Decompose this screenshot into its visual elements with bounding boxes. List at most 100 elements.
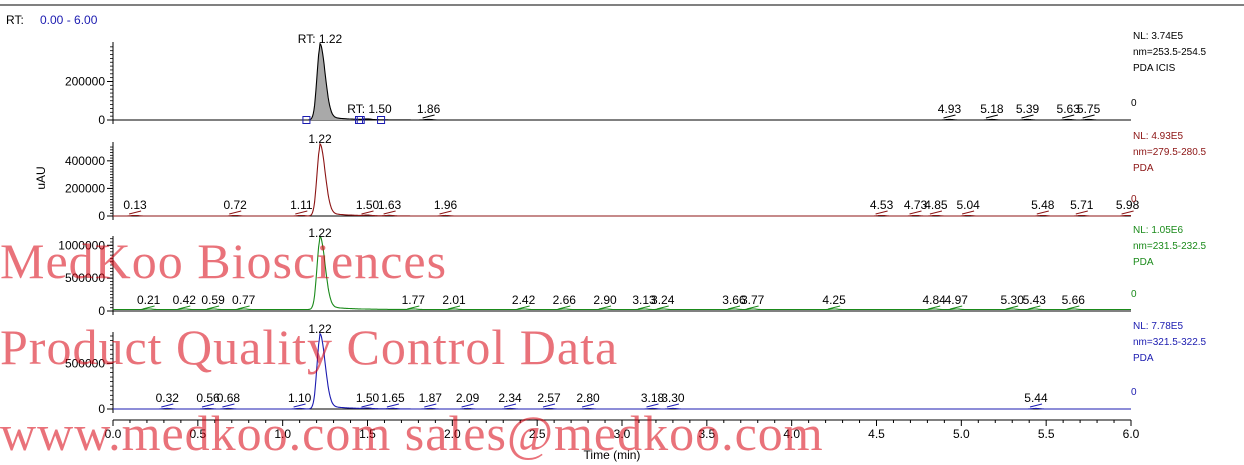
x-tick-label: 6.0 [1123, 427, 1140, 441]
peak-mark [1062, 114, 1075, 119]
peak-label: 0.21 [137, 293, 161, 307]
x-tick-label: 2.5 [529, 427, 546, 441]
peak-label: 0.77 [232, 293, 256, 307]
peak-mark [909, 210, 922, 215]
peak-mark [1036, 210, 1049, 215]
peak-mark [656, 305, 669, 310]
panel-info-line: nm=279.5-280.5 [1133, 147, 1207, 158]
peak-mark [361, 210, 374, 215]
peak-mark [383, 210, 396, 215]
peak-mark [201, 403, 215, 408]
x-axis-label: Time (min) [584, 448, 641, 462]
peak-mark [1082, 114, 1095, 119]
y-tick-label: 400000 [65, 154, 105, 168]
rt-label: RT: [6, 13, 24, 27]
main-peak-label: 1.22 [308, 132, 332, 146]
y-tick-label: 0 [98, 113, 105, 127]
peak-label: 3.77 [741, 293, 765, 307]
peak-mark [517, 305, 530, 310]
panel-zero-label: 0 [1131, 289, 1137, 300]
peak-mark [128, 210, 142, 215]
peak-label: 1.86 [417, 102, 441, 116]
y-tick-label: 0 [98, 402, 105, 416]
peak-label: 4.73 [904, 198, 928, 212]
peak-mark [1028, 305, 1041, 310]
peak-mark [666, 403, 680, 408]
panel-4: 0 500000 1.22 0.32 0.560.68 1.10 1.50 1.65 1.87 2… [65, 321, 1207, 416]
peak-mark [1075, 210, 1088, 215]
x-tick-label: 0.5 [189, 427, 206, 441]
peak-mark [1006, 305, 1019, 310]
peak-label: 4.93 [938, 102, 962, 116]
peak-label: 2.09 [456, 391, 480, 405]
peak-label: 0.59 [201, 293, 225, 307]
peak-label: 1.87 [419, 391, 443, 405]
x-tick-label: 0.0 [105, 427, 122, 441]
peak-label: 1.65 [381, 391, 405, 405]
trace-line [113, 235, 1131, 311]
panel-info-line: NL: 7.78E5 [1133, 321, 1183, 332]
peak-mark [1029, 403, 1043, 408]
peak-mark [558, 305, 571, 310]
panel-info-line: PDA ICIS [1133, 63, 1176, 74]
y-tick-label: 200000 [65, 74, 105, 88]
main-peak-fill [306, 43, 359, 121]
panel-info-line: PDA [1133, 163, 1154, 174]
y-tick-label: 500000 [65, 356, 105, 370]
y-tick-label: 500000 [65, 271, 105, 285]
peak-label: 0.42 [173, 293, 197, 307]
peak-mark [206, 305, 220, 310]
peak-label: 0.68 [217, 391, 241, 405]
peak-mark [222, 403, 235, 408]
peak-label: 1.10 [288, 391, 312, 405]
peak-mark [229, 210, 242, 215]
peak-label: 0.13 [123, 198, 147, 212]
peak-label: 2.34 [498, 391, 522, 405]
peak-label: 4.84 [923, 293, 947, 307]
peak-label: 5.98 [1116, 198, 1140, 212]
peak-label: 2.57 [537, 391, 561, 405]
peak-mark [407, 305, 420, 310]
x-tick-label: 4.5 [868, 427, 885, 441]
peak-mark [928, 305, 941, 310]
peak-mark [1067, 305, 1080, 310]
x-tick-label: 3.0 [614, 427, 631, 441]
peak-label: 5.39 [1016, 102, 1040, 116]
peak-label: 5.43 [1023, 293, 1047, 307]
peak-mark [361, 403, 374, 408]
peak-mark [461, 403, 474, 408]
peak-label: 3.13 [632, 293, 656, 307]
x-tick-label: 1.0 [274, 427, 291, 441]
integration-marker [377, 116, 386, 124]
peak-mark [293, 403, 306, 408]
panel-info-line: NL: 1.05E6 [1133, 225, 1183, 236]
peak-mark [295, 210, 308, 215]
peak-mark [142, 305, 155, 310]
peak-label: 5.63 [1057, 102, 1081, 116]
watermark-line-2: Product Quality Control Data [0, 319, 619, 375]
peak-label: 2.80 [576, 391, 600, 405]
peak-mark [827, 305, 841, 310]
panel-zero-label: 0 [1131, 98, 1137, 109]
x-tick-label: 5.5 [1038, 427, 1055, 441]
panel-3: 0 500000 1000000 1.22 0.21 0.42 0.59 0.77 1.77 2.… [58, 225, 1206, 318]
peak-mark [875, 210, 888, 215]
peak-label: 2.66 [553, 293, 577, 307]
peak-label: 3.24 [651, 293, 675, 307]
panel-info-line: NL: 4.93E5 [1133, 131, 1183, 142]
trace-line [113, 332, 1131, 410]
peak-mark [503, 403, 517, 408]
peak-mark [637, 305, 651, 310]
peak-label: 5.71 [1070, 198, 1094, 212]
x-tick-label: 5.0 [953, 427, 970, 441]
peak-label: 4.53 [870, 198, 894, 212]
watermark-line-3: www.medkoo.com sales@medkoo.com [0, 405, 824, 461]
peak-mark [439, 210, 452, 215]
peak-mark [1021, 114, 1034, 119]
peak-mark [1121, 210, 1134, 215]
x-tick-label: 3.5 [698, 427, 715, 441]
trace-line [113, 142, 1132, 217]
main-peak-label: 1.22 [308, 322, 332, 336]
main-peak-label: RT: 1.22 [298, 32, 343, 46]
